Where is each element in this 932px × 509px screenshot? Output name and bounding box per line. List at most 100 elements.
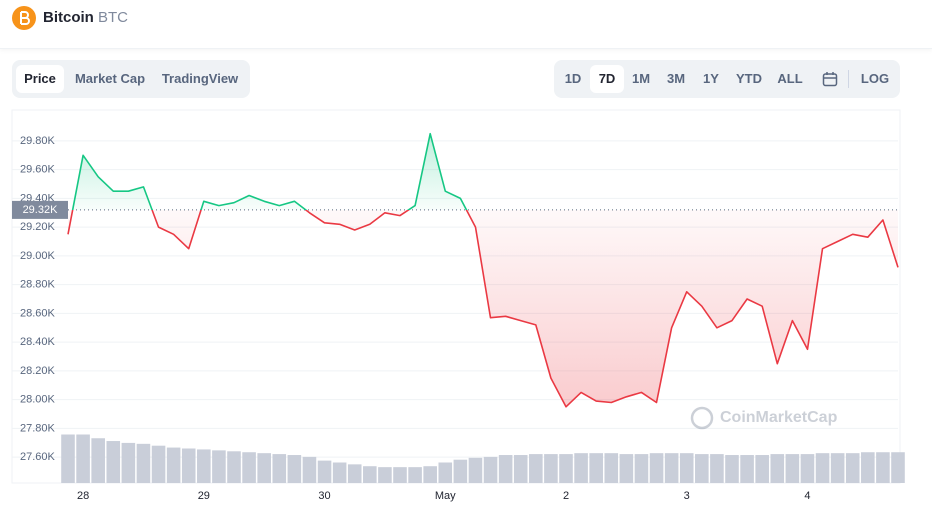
volume-bar	[498, 455, 513, 483]
volume-bar	[861, 452, 875, 483]
volume-bar	[740, 455, 754, 483]
y-tick-label: 27.80K	[20, 422, 56, 434]
volume-bar	[272, 454, 287, 483]
watermark-text: CoinMarketCap	[720, 409, 838, 426]
divider	[848, 70, 849, 88]
volume-bar	[257, 453, 271, 483]
y-tick-label: 28.60K	[20, 307, 56, 319]
coin-icon	[12, 6, 36, 30]
volume-bar	[76, 434, 90, 483]
price-line	[67, 132, 899, 408]
volume-bar	[695, 454, 709, 483]
volume-bar	[634, 454, 649, 483]
range-group: 1D 7D 1M 3M 1Y YTD ALL LOG	[554, 60, 900, 98]
volume-bar	[529, 454, 543, 483]
tab[interactable]: Price	[16, 65, 64, 93]
x-tick-label: 29	[198, 490, 210, 502]
volume-bar	[347, 464, 362, 483]
range-button[interactable]: 1D	[564, 71, 582, 86]
volume-bar	[604, 453, 619, 483]
volume-bar	[166, 447, 181, 483]
tab[interactable]: Market Cap	[74, 71, 146, 86]
volume-bar	[423, 466, 437, 483]
volume-bar	[800, 454, 815, 483]
volume-bar	[891, 452, 905, 483]
volume-bar	[815, 453, 830, 483]
range-button[interactable]: ALL	[777, 71, 803, 86]
volume-bar	[393, 467, 407, 483]
y-tick-label: 29.60K	[20, 164, 56, 176]
volume-bar	[725, 455, 739, 483]
tab[interactable]: TradingView	[161, 71, 239, 86]
watermark: CoinMarketCap	[690, 406, 838, 430]
volume-bar	[197, 449, 211, 483]
volume-bar	[438, 462, 453, 483]
calendar-icon[interactable]	[822, 71, 838, 87]
range-button[interactable]: YTD	[736, 71, 762, 86]
header: Bitcoin BTC	[0, 0, 932, 49]
volume-bar	[710, 454, 724, 483]
x-tick-label: 2	[563, 490, 569, 502]
volume-bar	[242, 452, 256, 483]
tab-group: Price Market Cap TradingView	[12, 60, 250, 98]
volume-bar	[61, 434, 75, 483]
volume-bar	[106, 441, 121, 483]
volume-bar	[544, 454, 558, 483]
reference-label-box	[12, 200, 68, 219]
volume-bar	[755, 455, 769, 483]
volume-bar	[468, 457, 483, 483]
volume-bar	[212, 450, 226, 483]
volume-bar	[302, 456, 317, 483]
volume-bar	[619, 454, 634, 483]
y-tick-label: 28.00K	[20, 394, 56, 406]
volume-bar	[589, 453, 603, 483]
volume-bar	[785, 454, 800, 483]
y-tick-label: 28.20K	[20, 365, 56, 377]
volume-bar	[664, 453, 679, 483]
y-tick-label: 29.20K	[20, 221, 56, 233]
y-tick-label: 29.80K	[20, 135, 56, 147]
range-button[interactable]: 1Y	[703, 71, 719, 86]
volume-bar	[227, 451, 241, 483]
range-button[interactable]: 3M	[666, 71, 686, 86]
volume-bar	[513, 455, 528, 483]
volume-bar	[363, 466, 377, 483]
y-tick-label: 28.40K	[20, 336, 56, 348]
x-tick-label: 28	[77, 490, 89, 502]
coin-symbol: BTC	[98, 9, 128, 26]
volume-bar	[876, 452, 890, 483]
y-tick-label: 29.00K	[20, 250, 56, 262]
volume-bar	[287, 455, 302, 483]
volume-bar	[649, 453, 664, 483]
range-button[interactable]: 1M	[631, 71, 651, 86]
reference-label: 29.32K	[23, 204, 59, 216]
coin-name: Bitcoin	[43, 9, 94, 26]
volume-bar	[378, 467, 392, 483]
volume-bar	[559, 454, 573, 483]
volume-bar	[830, 453, 845, 483]
volume-bar	[845, 453, 860, 483]
volume-bar	[770, 454, 785, 483]
log-button[interactable]: LOG	[860, 71, 890, 86]
x-tick-label: 3	[684, 490, 690, 502]
volume-bar	[453, 459, 468, 483]
y-tick-label: 28.80K	[20, 279, 56, 291]
volume-bar	[574, 453, 588, 483]
volume-bar	[151, 445, 166, 483]
volume-bar	[483, 456, 498, 483]
range-button[interactable]: 7D	[590, 65, 624, 93]
volume-bar	[408, 467, 422, 483]
volume-bar	[679, 453, 694, 483]
volume-bar	[91, 438, 105, 483]
volume-bar	[121, 442, 136, 483]
volume-bar	[136, 443, 151, 483]
volume-bar	[332, 462, 347, 483]
y-tick-label: 27.60K	[20, 451, 56, 463]
x-tick-label: 30	[318, 490, 330, 502]
volume-bar	[317, 460, 332, 483]
x-tick-label: 4	[804, 490, 810, 502]
volume-bar	[181, 448, 196, 483]
x-tick-label: May	[435, 490, 456, 502]
